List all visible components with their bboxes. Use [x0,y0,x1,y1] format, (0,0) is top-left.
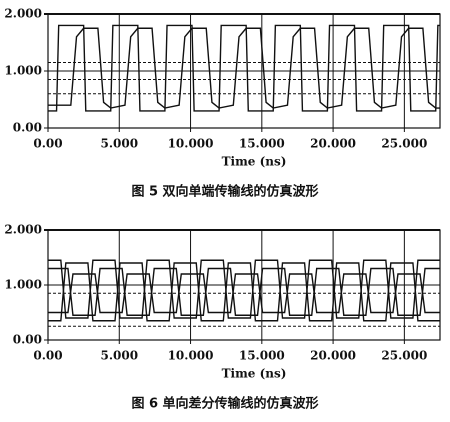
x-axis-label: Time (ns) [222,155,287,169]
x-tick-label: 20.000 [310,137,356,151]
caption: 图 5 双向单端传输线的仿真波形 [131,184,318,200]
waveform [48,273,440,314]
y-tick-label: 1.000 [4,64,42,78]
y-tick-label: 0.00 [13,333,42,347]
waveform [48,24,440,112]
x-tick-label: 0.00 [33,137,62,151]
x-axis-label: Time (ns) [222,367,287,381]
x-tick-label: 10.000 [168,137,214,151]
x-tick-label: 10.000 [168,349,214,363]
x-tick-label: 15.000 [239,137,285,151]
waveform [48,259,440,319]
x-tick-label: 15.000 [239,349,285,363]
caption: 图 6 单向差分传输线的仿真波形 [131,396,318,412]
x-tick-label: 25.000 [381,137,427,151]
x-tick-label: 25.000 [381,349,427,363]
y-tick-label: 1.000 [4,278,42,292]
x-tick-label: 0.00 [33,349,62,363]
y-tick-label: 2.000 [4,7,42,21]
waveform [48,267,440,316]
y-tick-label: 2.000 [4,223,42,237]
x-tick-label: 5.000 [100,137,138,151]
x-tick-label: 20.000 [310,349,356,363]
x-tick-label: 5.000 [100,349,138,363]
waveform [48,27,440,109]
y-tick-label: 0.00 [13,121,42,135]
waveform [48,262,440,322]
